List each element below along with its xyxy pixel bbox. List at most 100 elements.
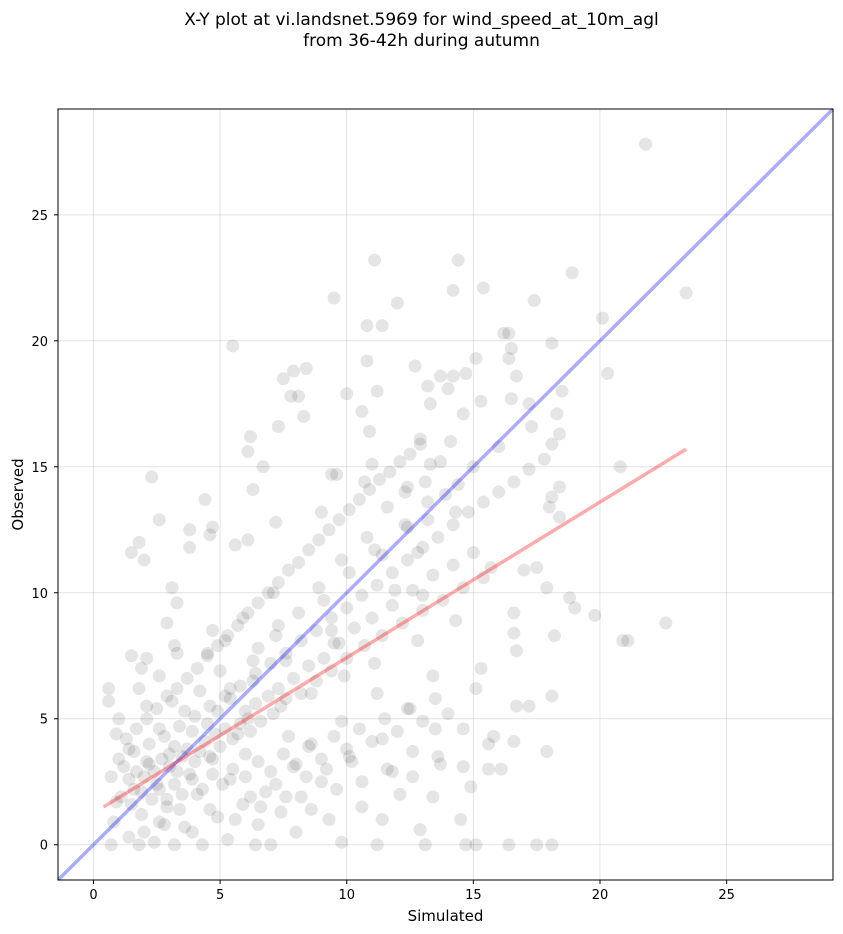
scatter-point bbox=[552, 427, 566, 441]
scatter-point bbox=[264, 838, 278, 852]
scatter-point bbox=[205, 767, 219, 781]
scatter-point bbox=[292, 389, 306, 403]
scatter-point bbox=[299, 770, 313, 784]
scatter-point bbox=[370, 687, 384, 701]
scatter-point bbox=[530, 561, 544, 575]
scatter-point bbox=[162, 760, 176, 774]
scatter-point bbox=[168, 777, 182, 791]
scatter-point bbox=[433, 369, 447, 383]
scatter-point bbox=[130, 765, 144, 779]
scatter-point bbox=[340, 742, 354, 756]
scatter-point bbox=[137, 553, 151, 567]
scatter-point bbox=[385, 598, 399, 612]
scatter-point bbox=[193, 745, 207, 758]
scatter-point bbox=[413, 432, 427, 446]
scatter-point bbox=[464, 780, 478, 794]
scatter-point bbox=[360, 354, 374, 368]
scatter-point bbox=[309, 624, 323, 638]
scatter-point bbox=[241, 533, 255, 547]
scatter-point bbox=[314, 775, 328, 789]
scatter-point bbox=[276, 747, 290, 761]
scatter-point bbox=[446, 518, 460, 532]
scatter-point bbox=[276, 372, 290, 386]
scatter-point bbox=[185, 724, 199, 738]
scatter-point bbox=[218, 689, 232, 703]
scatter-point bbox=[152, 782, 166, 796]
scatter-point bbox=[284, 389, 298, 403]
scatter-point bbox=[221, 833, 235, 847]
scatter-point bbox=[228, 538, 242, 552]
scatter-point bbox=[178, 704, 192, 718]
scatter-point bbox=[236, 611, 250, 625]
scatter-point bbox=[289, 825, 303, 839]
scatter-point bbox=[107, 815, 121, 829]
scatter-point bbox=[243, 430, 257, 444]
scatter-point bbox=[254, 800, 268, 814]
scatter-point bbox=[228, 813, 242, 827]
scatter-point bbox=[504, 341, 518, 355]
scatter-point bbox=[413, 437, 427, 451]
scatter-point bbox=[375, 732, 389, 746]
scatter-point bbox=[165, 581, 179, 595]
scatter-point bbox=[287, 671, 301, 685]
scatter-point bbox=[150, 777, 164, 791]
scatter-point bbox=[112, 752, 126, 766]
scatter-point bbox=[401, 520, 415, 534]
scatter-point bbox=[345, 755, 359, 769]
scatter-point bbox=[223, 772, 237, 786]
scatter-point bbox=[413, 823, 427, 837]
scatter-point bbox=[474, 394, 488, 408]
scatter-point bbox=[451, 477, 465, 491]
scatter-point bbox=[205, 752, 219, 766]
scatter-point bbox=[444, 435, 458, 449]
scatter-point bbox=[365, 734, 379, 748]
scatter-point bbox=[421, 513, 435, 527]
scatter-point bbox=[456, 760, 470, 774]
scatter-point bbox=[208, 727, 222, 741]
scatter-point bbox=[342, 750, 356, 764]
scatter-point bbox=[459, 838, 473, 852]
scatter-point bbox=[274, 699, 288, 713]
scatter-point bbox=[418, 838, 432, 852]
scatter-point bbox=[522, 397, 536, 411]
scatter-point bbox=[494, 762, 508, 776]
scatter-point bbox=[251, 596, 265, 610]
scatter-point bbox=[170, 646, 184, 660]
scatter-points bbox=[102, 137, 693, 852]
scatter-point bbox=[342, 503, 356, 517]
scatter-point bbox=[302, 739, 316, 753]
scatter-point bbox=[104, 770, 118, 784]
scatter-point bbox=[565, 266, 579, 280]
scatter-point bbox=[639, 137, 653, 151]
scatter-point bbox=[426, 790, 440, 804]
scatter-point bbox=[109, 727, 123, 741]
x-tick-label: 15 bbox=[465, 888, 482, 903]
scatter-point bbox=[335, 835, 349, 849]
scatter-point bbox=[370, 384, 384, 398]
scatter-point bbox=[507, 626, 521, 640]
scatter-point bbox=[200, 646, 214, 660]
scatter-point bbox=[190, 661, 204, 675]
scatter-point bbox=[456, 581, 470, 595]
scatter-point bbox=[160, 616, 174, 630]
scatter-point bbox=[168, 739, 182, 753]
scatter-point bbox=[251, 818, 265, 832]
scatter-point bbox=[507, 734, 521, 748]
scatter-point bbox=[406, 745, 420, 758]
scatter-point bbox=[368, 656, 382, 670]
scatter-point bbox=[190, 787, 204, 801]
scatter-point bbox=[142, 757, 156, 771]
scatter-point bbox=[211, 810, 225, 824]
scatter-point bbox=[142, 737, 156, 751]
scatter-point bbox=[507, 606, 521, 620]
scatter-point bbox=[522, 462, 536, 476]
scatter-point bbox=[251, 641, 265, 655]
scatter-point bbox=[271, 576, 285, 590]
scatter-point bbox=[109, 795, 123, 809]
scatter-point bbox=[375, 629, 389, 643]
scatter-point bbox=[205, 520, 219, 534]
scatter-point bbox=[436, 593, 450, 607]
one-to-one-line bbox=[56, 107, 835, 882]
scatter-point bbox=[487, 729, 501, 743]
